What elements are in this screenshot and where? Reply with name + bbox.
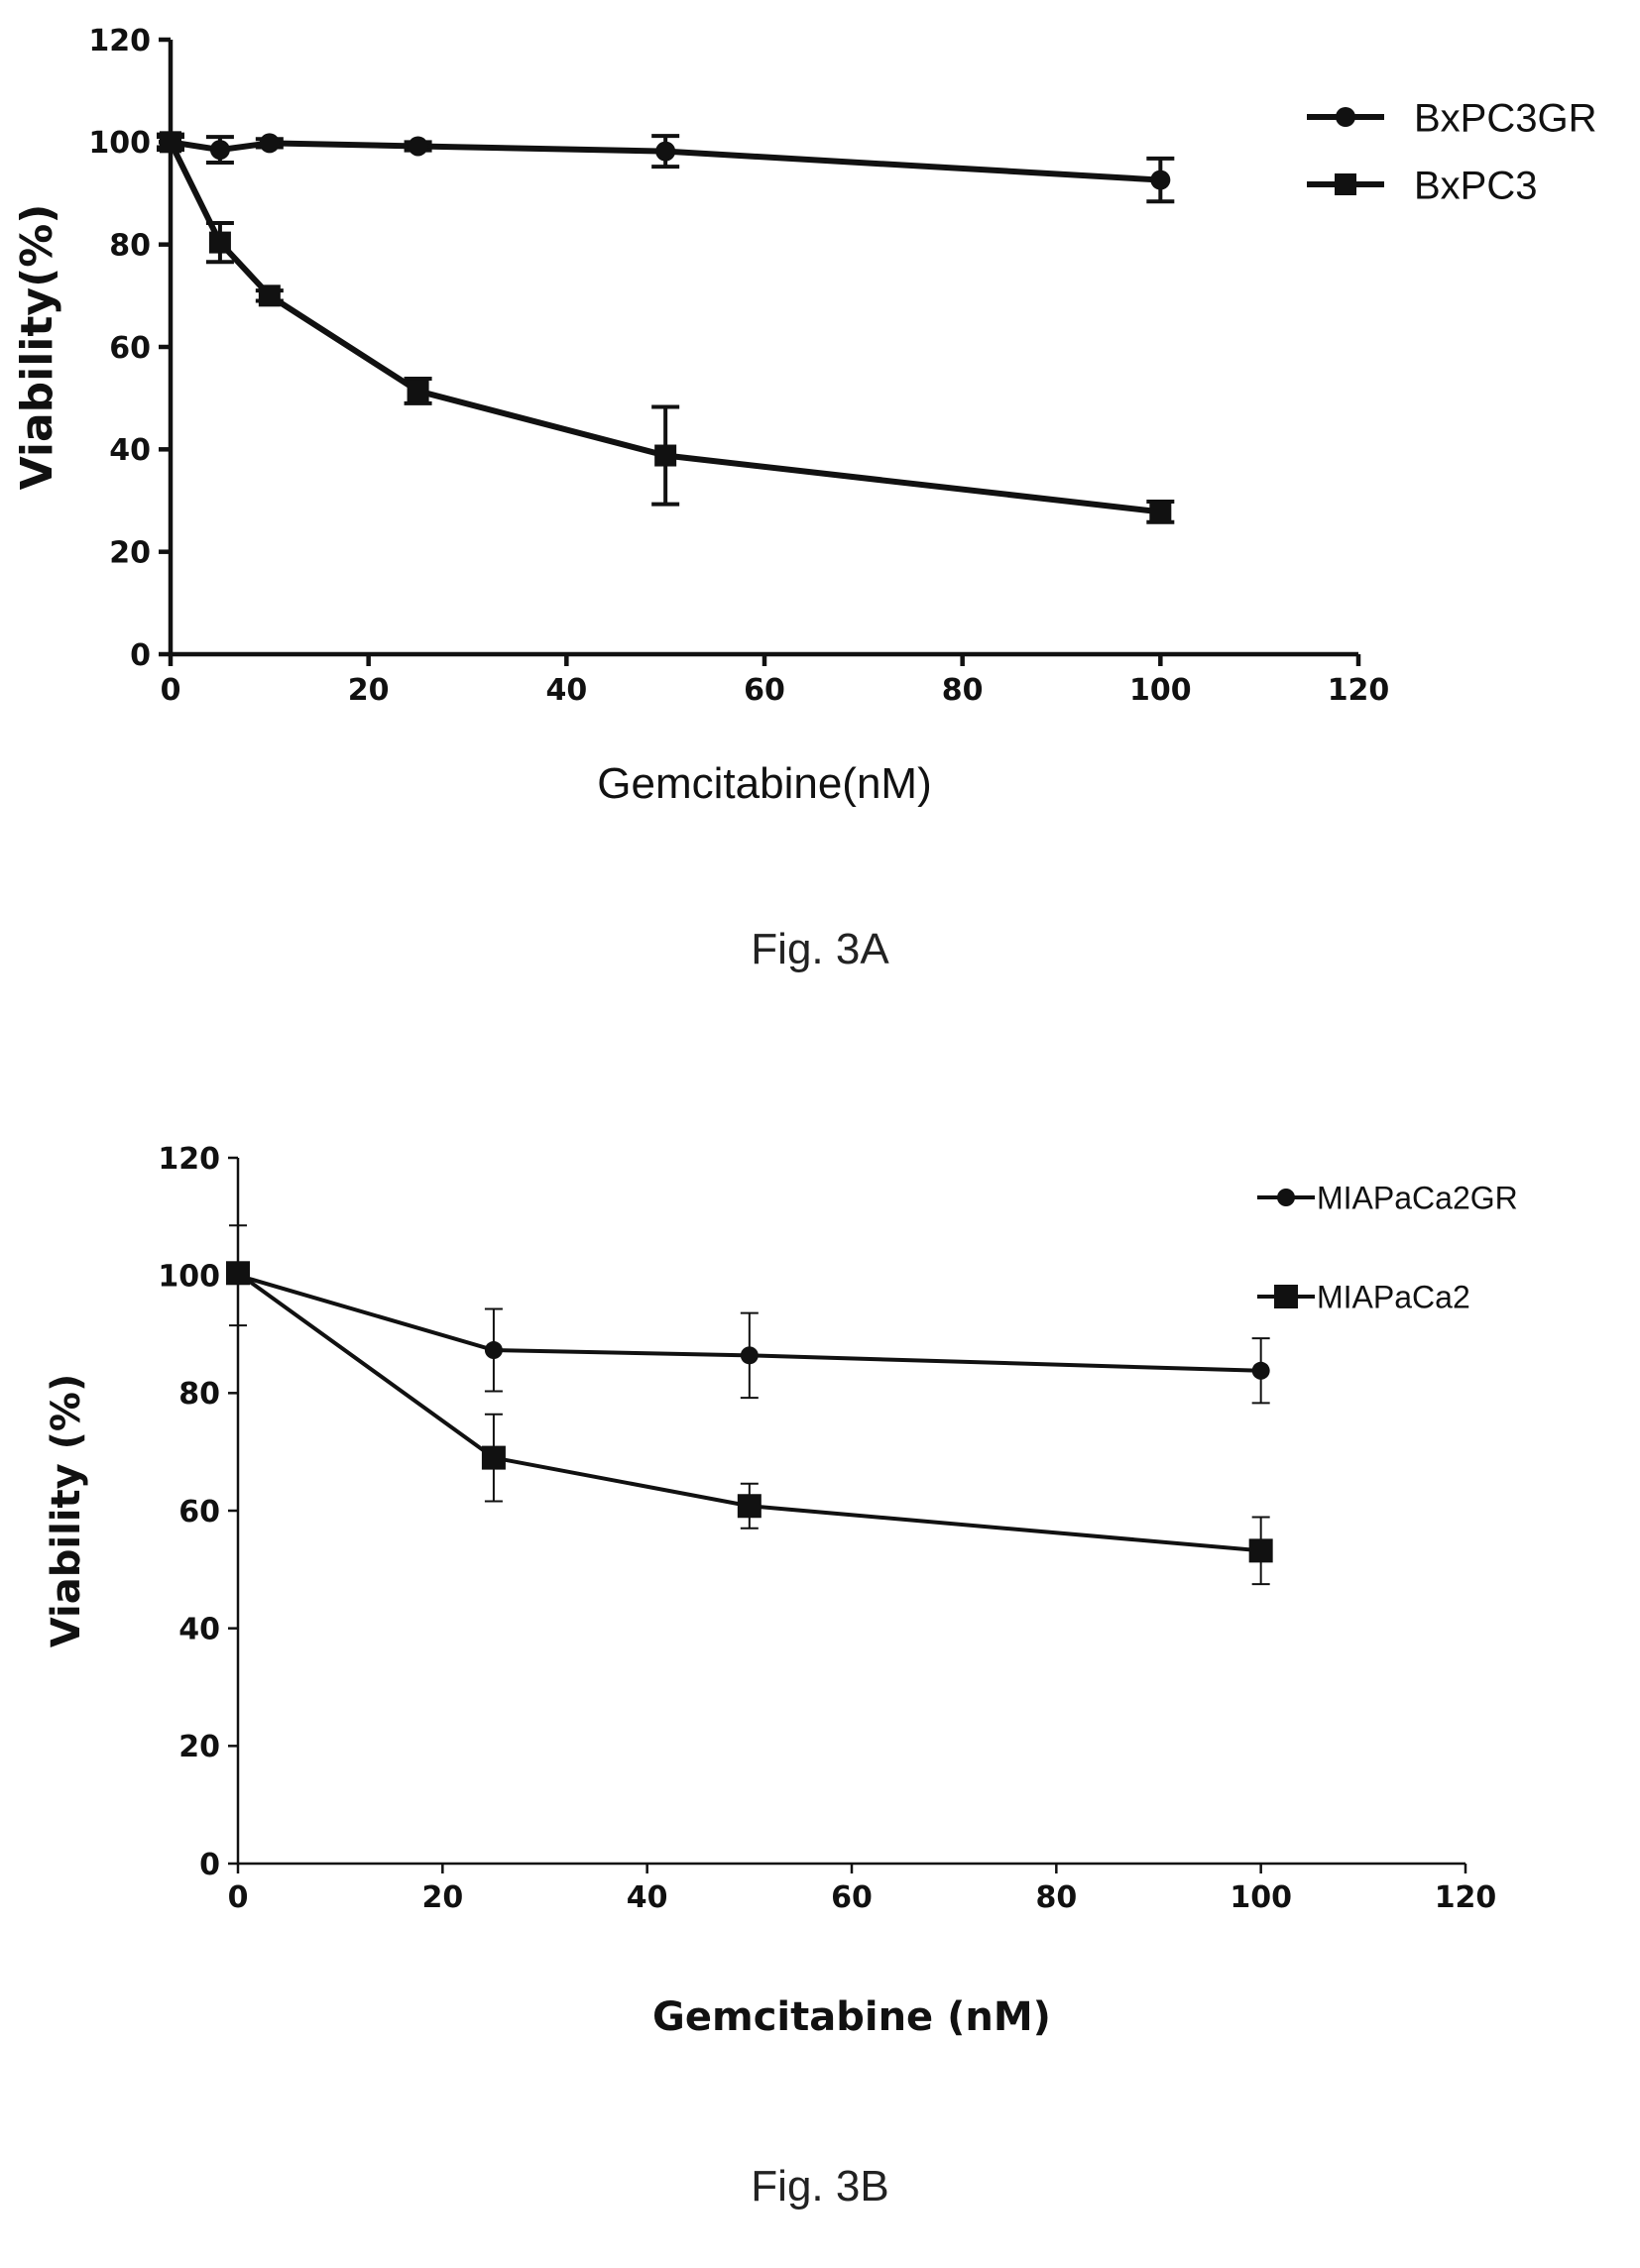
chart-fig-3a: 0 20 40 60 80 100 120 0 20 40 60 80 100 120 Gemcitabin… <box>12 24 1597 808</box>
data-point <box>737 1494 761 1519</box>
x-tick-label: 80 <box>1035 1880 1077 1915</box>
y-tick-label: 80 <box>178 1377 220 1412</box>
legend-entry: MIAPaCa2GR <box>1257 1181 1518 1216</box>
x-tick-label: 0 <box>161 673 181 708</box>
y-tick-label: 60 <box>109 331 151 366</box>
data-point <box>484 1341 503 1360</box>
y-tick-label: 80 <box>109 228 151 263</box>
data-point <box>226 1261 250 1286</box>
y-tick-label: 0 <box>199 1848 220 1882</box>
y-tick-label: 120 <box>158 1142 220 1177</box>
y-tick-label: 100 <box>158 1259 220 1294</box>
x-tick-label: 120 <box>1435 1880 1497 1915</box>
x-tick-label: 100 <box>1230 1880 1292 1915</box>
y-tick-label: 20 <box>109 535 151 570</box>
series-line <box>237 1273 1261 1373</box>
data-point <box>740 1346 759 1365</box>
legend-marker <box>1274 1285 1298 1308</box>
data-point <box>258 284 281 307</box>
data-point <box>1248 1538 1273 1563</box>
y-tick-label: 20 <box>178 1730 220 1764</box>
legend-marker <box>1277 1189 1295 1206</box>
series-line <box>236 1271 1261 1553</box>
data-point <box>1150 170 1171 190</box>
series-BxPC3 <box>157 131 1175 524</box>
legend-entry: BxPC3GR <box>1307 96 1597 140</box>
data-point <box>259 133 280 154</box>
legend-entry: BxPC3 <box>1307 164 1538 207</box>
x-tick-label: 40 <box>545 673 587 708</box>
series-MIAPaCa2 <box>226 1261 1273 1586</box>
y-tick-label: 100 <box>88 126 151 161</box>
data-point <box>1251 1361 1270 1380</box>
data-point <box>407 380 429 402</box>
data-point <box>209 140 230 161</box>
data-point <box>208 231 231 254</box>
caption-fig-3b: Fig. 3B <box>751 2162 888 2211</box>
x-tick-label: 60 <box>831 1880 873 1915</box>
data-point <box>408 136 428 157</box>
caption-fig-3a: Fig. 3A <box>751 925 889 973</box>
x-axis-title: Gemcitabine(nM) <box>597 759 931 808</box>
legend-label: MIAPaCa2 <box>1317 1280 1470 1315</box>
x-tick-label: 80 <box>942 673 984 708</box>
series-MIAPaCa2GR <box>229 1224 1270 1405</box>
chart-fig-3b: 0 20 40 60 80 100 120 0 20 40 60 80 100 120 Gemcitabin… <box>44 1142 1518 2040</box>
legend-marker <box>1336 107 1355 127</box>
data-point <box>654 444 677 467</box>
y-tick-label: 120 <box>88 24 151 58</box>
y-tick-label: 40 <box>178 1612 220 1646</box>
y-tick-label: 0 <box>130 638 151 673</box>
y-tick-label: 60 <box>178 1495 220 1530</box>
legend-entry: MIAPaCa2 <box>1257 1280 1470 1315</box>
x-tick-label: 0 <box>228 1880 249 1915</box>
data-point <box>481 1445 506 1470</box>
y-axis-title: Viability (%) <box>44 1374 89 1647</box>
x-tick-label: 100 <box>1129 673 1192 708</box>
data-point <box>655 141 676 162</box>
data-point <box>1149 501 1172 523</box>
y-tick-label: 40 <box>109 433 151 468</box>
series-line <box>168 141 1161 515</box>
x-tick-label: 60 <box>744 673 785 708</box>
x-tick-label: 20 <box>421 1880 463 1915</box>
series-BxPC3GR <box>157 132 1175 204</box>
y-axis-title: Viability(%) <box>12 204 62 491</box>
x-tick-label: 40 <box>627 1880 668 1915</box>
x-tick-label: 120 <box>1328 673 1390 708</box>
x-tick-label: 20 <box>348 673 390 708</box>
legend-label: BxPC3GR <box>1414 96 1597 140</box>
legend-label: BxPC3 <box>1414 164 1538 207</box>
legend-marker <box>1335 173 1356 195</box>
data-point <box>160 131 181 154</box>
x-axis-title: Gemcitabine (nM) <box>652 1994 1051 2040</box>
legend-label: MIAPaCa2GR <box>1317 1181 1518 1216</box>
